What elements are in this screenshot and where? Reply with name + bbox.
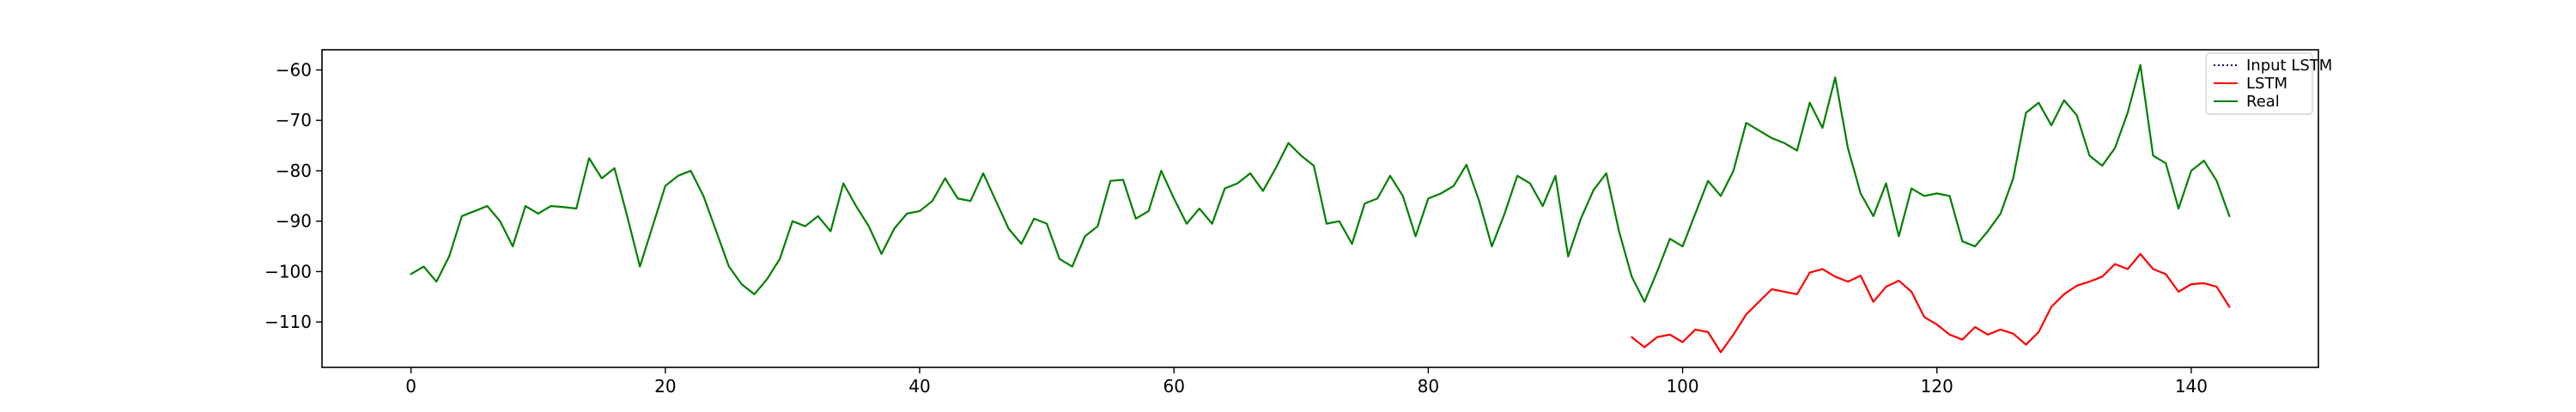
legend-box: [2205, 52, 2313, 115]
x-tick-label: 60: [1163, 376, 1184, 397]
x-tick-label: 120: [1921, 376, 1953, 397]
series-line-lstm: [1631, 252, 2231, 354]
legend-label-lstm: LSTM: [2246, 75, 2287, 93]
y-tick-label: −60: [276, 59, 312, 80]
plot-frame: [321, 49, 2319, 368]
x-tick-label: 40: [908, 376, 930, 397]
x-axis: 0 20 40 60 80 100 120 140: [405, 367, 2208, 397]
x-tick-label: 20: [654, 376, 676, 397]
y-tick-label: −70: [276, 110, 312, 130]
series-layer: [410, 64, 2231, 354]
legend-label-real: Real: [2246, 93, 2280, 111]
x-tick-label: 0: [405, 376, 416, 397]
legend: Input LSTM LSTM Real: [2205, 52, 2332, 115]
legend-label-input-lstm: Input LSTM: [2246, 57, 2332, 75]
x-tick-label: 80: [1418, 376, 1439, 397]
y-tick-label: −110: [264, 312, 312, 332]
series-line-real: [410, 64, 2231, 303]
plot-background: [322, 50, 2318, 367]
x-tick-label: 100: [1666, 376, 1698, 397]
y-tick-label: −90: [276, 211, 312, 232]
x-tick-label: 140: [2175, 376, 2208, 397]
y-tick-label: −80: [276, 161, 312, 181]
y-tick-label: −100: [264, 261, 312, 282]
y-axis: −110 −100 −90 −80 −70 −60: [264, 59, 322, 332]
